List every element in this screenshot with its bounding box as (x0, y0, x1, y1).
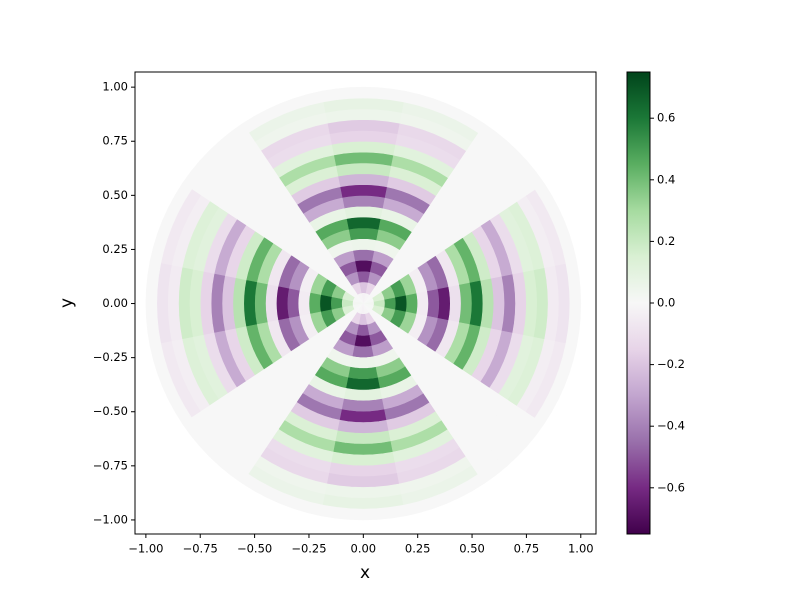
heatmap (145, 86, 582, 521)
heatmap-cell (243, 279, 258, 328)
y-tick-label: 0.25 (102, 242, 128, 256)
x-tick-label: 0.75 (514, 542, 540, 556)
heatmap-cell (469, 279, 484, 328)
x-tick-label: 0.50 (459, 542, 485, 556)
x-tick-label: −1.00 (128, 542, 163, 556)
y-tick-label: −0.25 (93, 350, 128, 364)
heatmap-cell (339, 409, 388, 423)
heatmap-cell (346, 216, 381, 230)
colorbar-tick-label: −0.2 (657, 357, 685, 371)
colorbar-tick-label: 0.0 (657, 296, 675, 310)
heatmap-cell (348, 366, 379, 380)
x-tick-label: −0.25 (291, 542, 326, 556)
x-tick-label: 1.00 (568, 542, 594, 556)
y-tick-label: −1.00 (93, 512, 128, 526)
heatmap-cell (448, 284, 462, 323)
y-tick-label: 0.75 (102, 134, 128, 148)
heatmap-cell (354, 335, 373, 348)
heatmap-cell (254, 282, 268, 326)
heatmap-cell (352, 249, 375, 262)
heatmap-cell (341, 398, 385, 413)
heatmap-cell (458, 282, 473, 326)
heatmap-cell (534, 343, 577, 425)
x-tick-label: 0.00 (351, 542, 377, 556)
heatmap-cell (350, 356, 377, 369)
colorbar-tick-label: −0.6 (657, 480, 685, 494)
heatmap-cell (426, 288, 440, 319)
colorbar-tick-label: 0.4 (657, 172, 675, 186)
heatmap-cell (352, 345, 375, 358)
heatmap-cell (343, 388, 383, 402)
heatmap-cell (276, 286, 290, 321)
x-tick-label: −0.50 (237, 542, 272, 556)
colorbar-tick-label: 0.2 (657, 234, 675, 248)
colorbar-tick-label: −0.4 (657, 419, 685, 433)
heatmap-cell (346, 377, 381, 391)
colorbar (626, 71, 651, 535)
heatmap-cell (405, 292, 418, 315)
heatmap-cell (297, 290, 311, 317)
y-tick-label: 1.00 (102, 80, 128, 94)
heatmap-cell (343, 205, 383, 219)
heatmap-cell (308, 292, 322, 315)
x-tick-label: 0.25 (405, 542, 431, 556)
y-tick-label: −0.50 (93, 404, 128, 418)
heatmap-cell (416, 290, 429, 317)
heatmap-cell (265, 284, 279, 323)
y-tick-label: 0.00 (102, 296, 128, 310)
plot-frame (134, 71, 597, 535)
heatmap-cell (319, 294, 332, 313)
heatmap-cell (394, 294, 408, 313)
x-axis-title: x (360, 563, 370, 583)
heatmap-cell (350, 238, 377, 251)
y-axis-title: y (57, 298, 77, 308)
heatmap-cell (354, 259, 373, 273)
heatmap-cell (348, 227, 379, 241)
x-tick-label: −0.75 (183, 542, 218, 556)
y-tick-label: 0.50 (102, 188, 128, 202)
heatmap-cell (437, 286, 451, 321)
heatmap-cell (341, 195, 385, 209)
heatmap-cell (286, 288, 300, 319)
heatmap-cell (339, 184, 388, 198)
y-tick-label: −0.75 (93, 458, 128, 472)
colorbar-tick-label: 0.6 (657, 111, 675, 125)
